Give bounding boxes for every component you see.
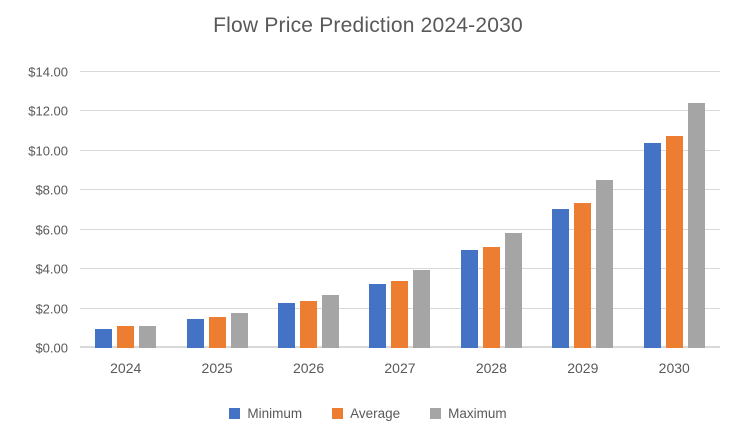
legend-swatch-icon: [332, 408, 344, 419]
legend-label: Minimum: [247, 406, 303, 421]
average-bar-2025: [208, 317, 226, 348]
average-bar-2026: [300, 300, 318, 348]
y-tick-label: $0.00: [35, 340, 68, 356]
plot-area: [80, 71, 720, 348]
legend-item-minimum: Minimum: [229, 406, 302, 421]
bar-group-2028: [446, 72, 537, 348]
minimum-bar-2030: [643, 142, 661, 348]
minimum-bar-2026: [278, 302, 296, 348]
x-tick-label-2026: 2026: [292, 360, 325, 376]
x-axis-labels: 2024 2025 2026 2027 2028 2029 2030: [80, 360, 720, 376]
gridline: [80, 71, 720, 72]
bar-group-2025: [171, 72, 262, 348]
gridline: [80, 268, 720, 270]
maximum-bar-2026: [322, 294, 340, 348]
y-tick-label: $2.00: [35, 301, 68, 317]
y-tick-label: $4.00: [35, 261, 68, 277]
legend-swatch-icon: [430, 408, 442, 419]
bar-group-2027: [354, 72, 445, 348]
gridline: [80, 228, 720, 230]
y-axis-labels: $0.00 $2.00 $4.00 $6.00 $8.00 $10.00 $12.00 $14…: [0, 0, 68, 433]
average-bar-2029: [574, 203, 592, 348]
x-tick-label-2028: 2028: [475, 360, 507, 376]
legend-label: Average: [350, 406, 401, 421]
bar-group-2026: [263, 72, 354, 348]
gridline: [80, 189, 720, 191]
y-tick-label: $8.00: [35, 182, 68, 198]
x-tick-label-2027: 2027: [384, 360, 416, 376]
minimum-bar-2025: [186, 319, 204, 348]
bar-groups: [80, 72, 720, 348]
minimum-bar-2028: [460, 250, 478, 348]
maximum-bar-2029: [596, 180, 614, 348]
minimum-bar-2027: [369, 283, 387, 348]
maximum-bar-2030: [687, 102, 705, 348]
average-bar-2028: [482, 247, 500, 348]
maximum-bar-2027: [413, 270, 431, 348]
y-tick-label: $10.00: [28, 143, 68, 159]
y-tick-label: $12.00: [28, 103, 68, 119]
y-tick-label: $6.00: [35, 222, 68, 238]
bar-group-2030: [629, 72, 720, 348]
y-tick-label: $14.00: [28, 64, 68, 80]
gridline: [80, 149, 720, 151]
maximum-bar-2028: [504, 232, 522, 348]
average-bar-2030: [665, 136, 683, 348]
legend-label: Maximum: [448, 406, 507, 421]
bar-group-2024: [80, 72, 171, 348]
x-tick-label-2024: 2024: [110, 360, 142, 376]
x-tick-label-2025: 2025: [201, 360, 233, 376]
average-bar-2027: [391, 280, 409, 348]
minimum-bar-2024: [95, 329, 113, 348]
minimum-bar-2029: [552, 209, 570, 348]
x-tick-label-2029: 2029: [567, 360, 599, 376]
maximum-bar-2025: [230, 312, 248, 348]
bar-group-2029: [537, 72, 628, 348]
gridline: [80, 110, 720, 112]
legend: Minimum Average Maximum: [0, 406, 736, 421]
x-tick-label-2030: 2030: [658, 360, 690, 376]
maximum-bar-2024: [139, 326, 157, 348]
legend-item-maximum: Maximum: [430, 406, 507, 421]
legend-swatch-icon: [229, 408, 241, 419]
legend-item-average: Average: [332, 406, 400, 421]
average-bar-2024: [117, 326, 135, 348]
chart-title: Flow Price Prediction 2024-2030: [213, 14, 523, 37]
